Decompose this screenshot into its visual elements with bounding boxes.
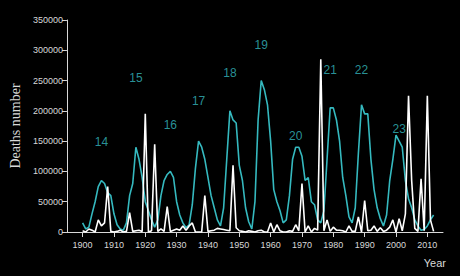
svg-text:16: 16: [164, 118, 178, 132]
svg-text:150000: 150000: [33, 136, 63, 146]
svg-text:1960: 1960: [261, 240, 281, 250]
svg-text:20: 20: [289, 129, 303, 143]
svg-text:Deaths number: Deaths number: [8, 83, 23, 168]
svg-text:1910: 1910: [104, 240, 124, 250]
svg-text:250000: 250000: [33, 76, 63, 86]
svg-text:19: 19: [255, 38, 269, 52]
svg-text:18: 18: [223, 66, 237, 80]
svg-text:50000: 50000: [38, 197, 63, 207]
svg-text:14: 14: [95, 135, 109, 149]
svg-text:1940: 1940: [198, 240, 218, 250]
svg-text:1920: 1920: [135, 240, 155, 250]
svg-text:1950: 1950: [229, 240, 249, 250]
svg-text:100000: 100000: [33, 166, 63, 176]
svg-text:15: 15: [129, 71, 143, 85]
svg-text:1980: 1980: [323, 240, 343, 250]
svg-text:0: 0: [58, 227, 63, 237]
svg-text:1900: 1900: [73, 240, 93, 250]
svg-text:Year: Year: [424, 257, 447, 269]
svg-text:2000: 2000: [386, 240, 406, 250]
svg-text:350000: 350000: [33, 15, 63, 25]
svg-text:1970: 1970: [292, 240, 312, 250]
svg-text:2010: 2010: [417, 240, 437, 250]
svg-text:17: 17: [192, 94, 206, 108]
svg-text:22: 22: [355, 63, 369, 77]
svg-text:21: 21: [324, 63, 338, 77]
svg-text:200000: 200000: [33, 106, 63, 116]
svg-text:23: 23: [392, 122, 406, 136]
svg-text:1930: 1930: [167, 240, 187, 250]
svg-text:300000: 300000: [33, 45, 63, 55]
svg-text:1990: 1990: [355, 240, 375, 250]
